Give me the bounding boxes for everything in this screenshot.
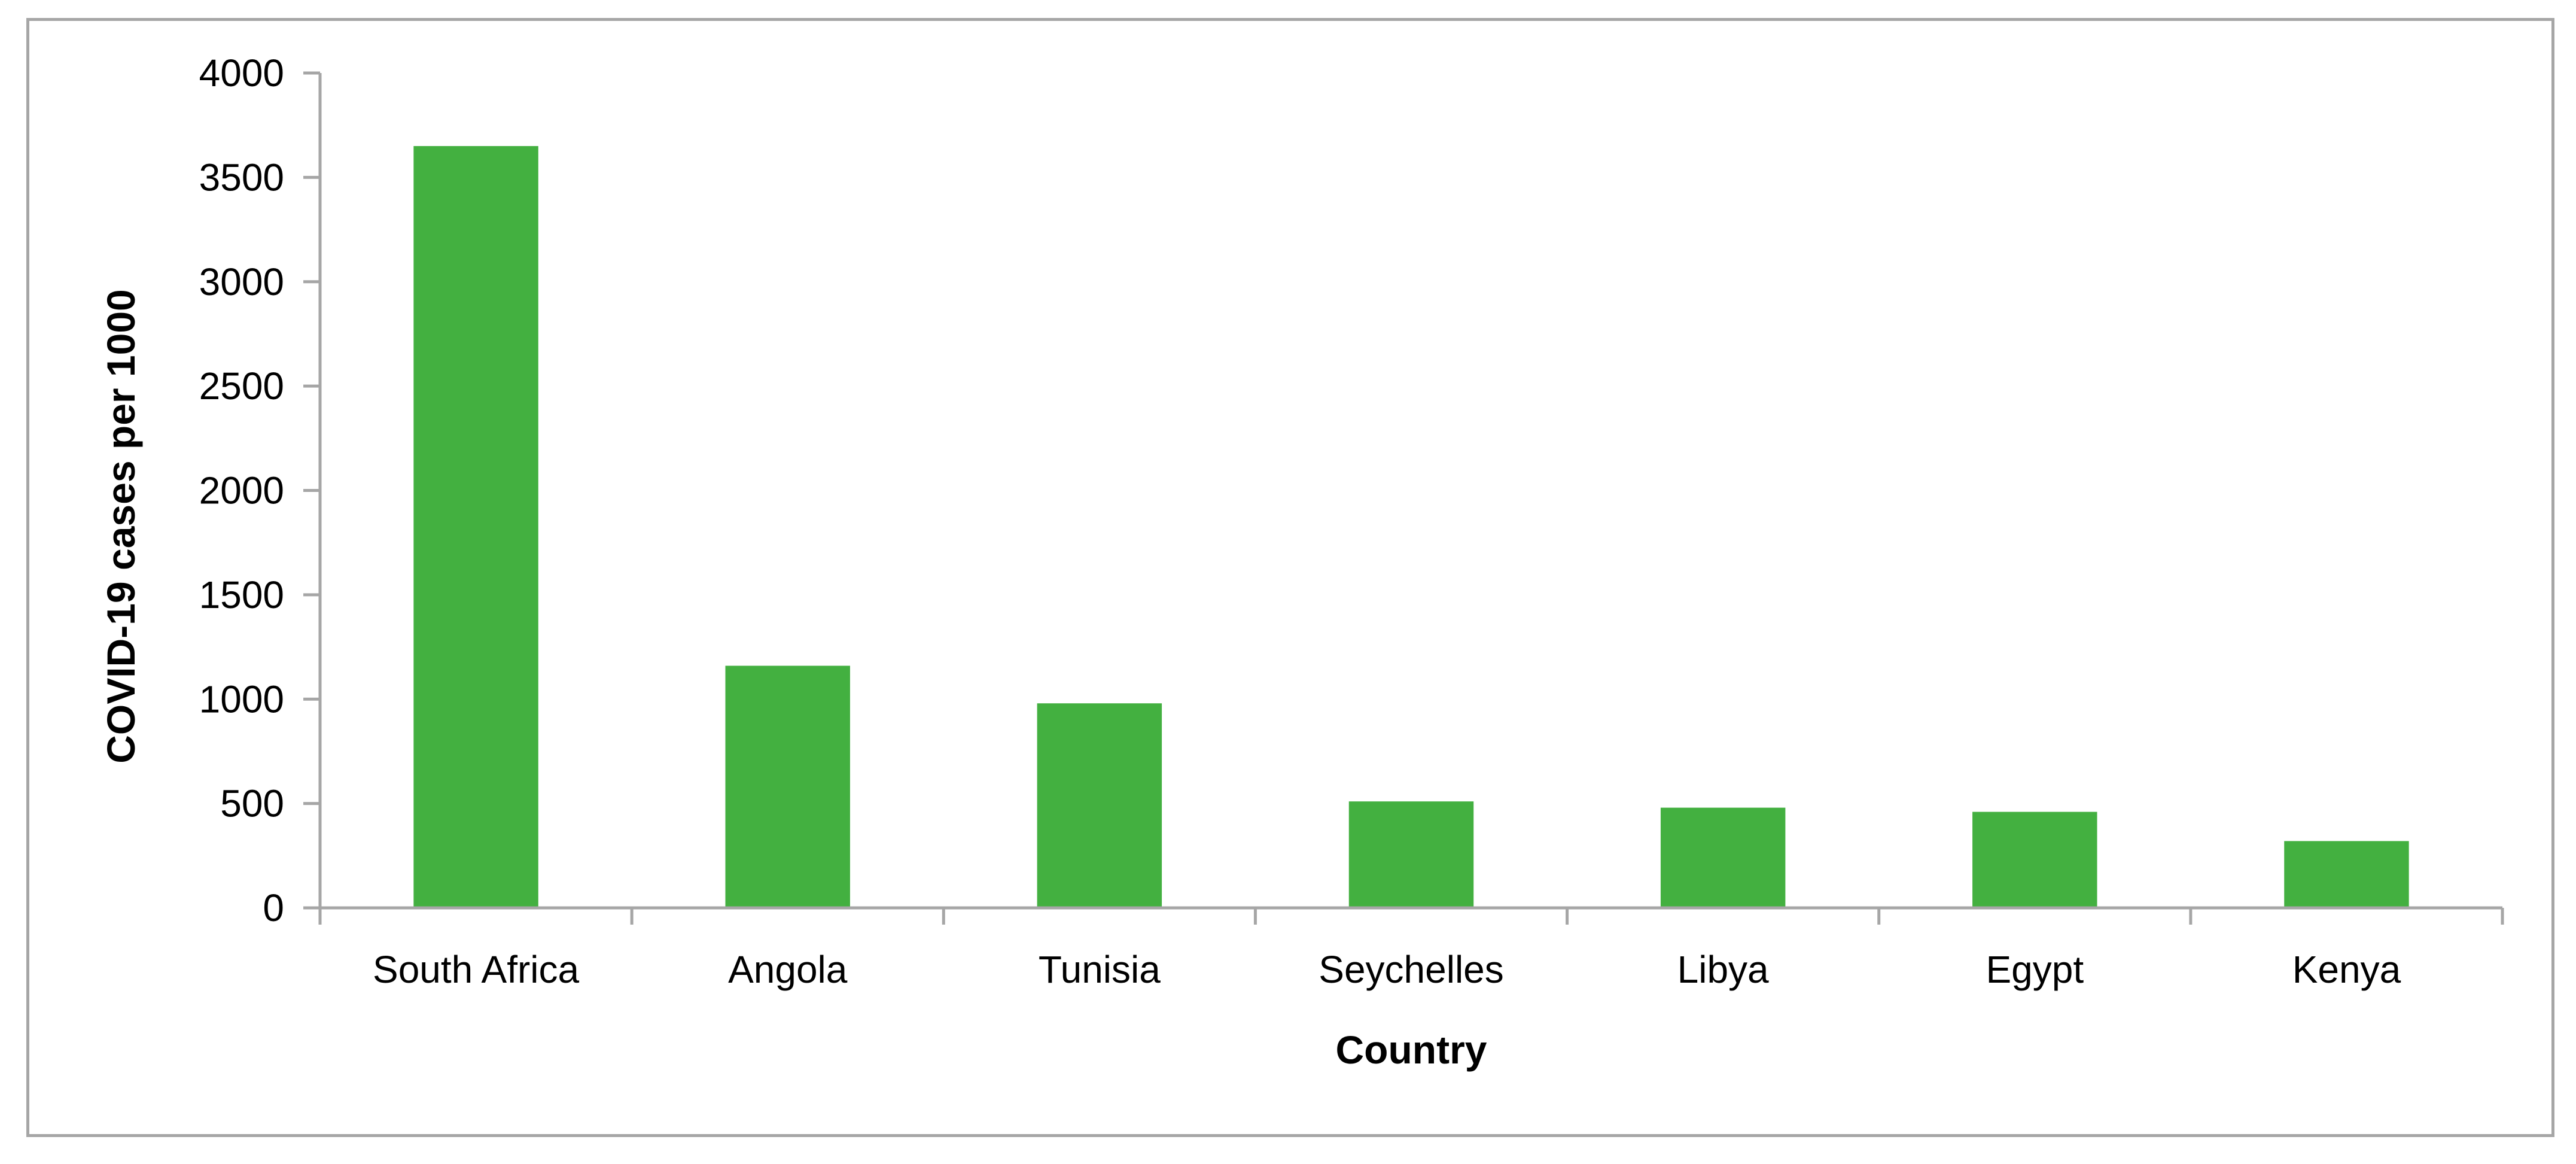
y-tick-label: 1000: [199, 677, 284, 721]
y-tick-label: 3500: [199, 156, 284, 199]
bar-egypt: [1972, 812, 2097, 908]
y-tick-label: 4000: [199, 51, 284, 95]
y-tick-label: 3000: [199, 260, 284, 303]
bar-angola: [725, 665, 850, 908]
x-tick-label: Kenya: [2292, 948, 2401, 991]
bar-tunisia: [1037, 703, 1162, 908]
bars-layer: [413, 146, 2409, 908]
y-tick-label: 2000: [199, 469, 284, 512]
x-tick-label: Egypt: [1986, 948, 2084, 991]
x-tick-label: Libya: [1677, 948, 1769, 991]
bar-libya: [1660, 807, 1786, 908]
bar-south-africa: [413, 146, 538, 908]
x-axis-title: Country: [1336, 1028, 1487, 1072]
x-tick-label: Angola: [728, 948, 848, 991]
y-tick-label: 0: [263, 886, 284, 929]
y-tick-label: 1500: [199, 573, 284, 616]
x-tick-label: South Africa: [373, 948, 580, 991]
y-tick-label: 500: [220, 782, 284, 825]
axes-layer: [318, 73, 2502, 910]
y-axis-title: COVID-19 cases per 1000: [99, 289, 143, 763]
x-tick-label: Tunisia: [1039, 948, 1161, 991]
bar-kenya: [2284, 841, 2409, 908]
y-tick-label: 2500: [199, 364, 284, 408]
ticks-layer: 0 500 1000 1500 2000 2500 3000 3500 4000 South Af…: [199, 51, 2504, 991]
bar-seychelles: [1348, 801, 1474, 908]
x-tick-label: Seychelles: [1319, 948, 1504, 991]
